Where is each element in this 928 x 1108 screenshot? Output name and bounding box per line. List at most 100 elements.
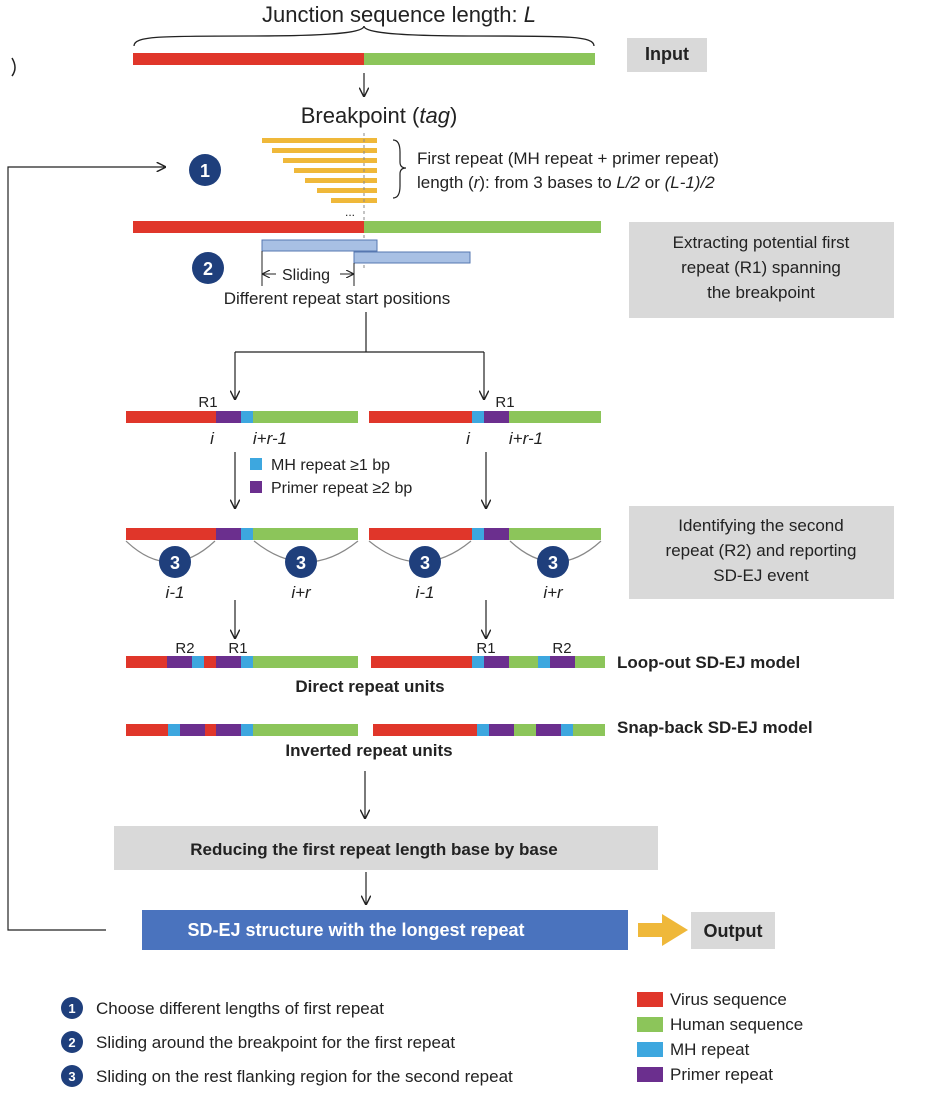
step-3-number: 3 <box>420 553 430 573</box>
primer-repeat-seg <box>180 724 205 736</box>
primer-repeat-rule: Primer repeat ≥2 bp <box>271 480 412 497</box>
step-1-badge <box>189 154 221 186</box>
mh-repeat-seg <box>538 656 550 668</box>
sliding-label: Sliding <box>282 267 330 284</box>
mh-repeat-swatch <box>250 458 262 470</box>
r1-right-bar <box>369 411 601 423</box>
note-2-number: 2 <box>68 1035 75 1050</box>
step-3-badge <box>537 546 569 578</box>
mh-repeat-seg <box>561 724 573 736</box>
loop-out-r1-left: R1 <box>228 640 247 657</box>
extract-line-1: Extracting potential first <box>673 233 850 252</box>
junction-length-title: Junction sequence length: L <box>262 2 536 27</box>
first-repeat-bar <box>317 188 377 193</box>
structure-box <box>142 910 628 950</box>
snap-back-model-label: Snap-back SD-EJ model <box>617 718 813 737</box>
primer-repeat-seg <box>216 724 241 736</box>
primer-repeat-seg <box>216 656 241 668</box>
first-repeat-bar <box>283 158 377 163</box>
reduce-label: Reducing the first repeat length base by… <box>190 840 557 859</box>
mh-repeat-seg <box>241 656 253 668</box>
input-virus-seq <box>133 53 364 65</box>
pos-im1-right: i-1 <box>416 583 435 602</box>
snap-back-left-bar <box>126 724 358 736</box>
note-3-text: Sliding on the rest flanking region for … <box>96 1067 513 1086</box>
step-3-badge <box>159 546 191 578</box>
step-1-number: 1 <box>200 161 210 181</box>
loop-out-r2-right: R2 <box>552 640 571 657</box>
human-seg <box>242 656 358 668</box>
output-arrow-icon <box>638 914 688 946</box>
note-1-number: 1 <box>68 1001 75 1016</box>
output-label: Output <box>704 921 763 941</box>
legend-virus-swatch <box>637 992 663 1007</box>
primer-repeat-seg <box>484 528 509 540</box>
virus-seg <box>126 528 242 540</box>
step-2-badge <box>192 252 224 284</box>
step-3-badge <box>409 546 441 578</box>
first-repeat-bar <box>262 138 377 143</box>
sliding-window-right <box>353 251 471 264</box>
primer-repeat-seg <box>216 528 241 540</box>
feedback-loop-arrow <box>7 167 165 931</box>
first-repeat-desc-line2: length (r): from 3 bases to L/2 or (L-1)… <box>417 173 715 192</box>
pos-ir1-right: i+r-1 <box>509 429 543 448</box>
first-repeat-bar <box>294 168 377 173</box>
pos-ir-left: i+r <box>291 583 312 602</box>
repeat-start-positions-label: Different repeat start positions <box>224 289 450 308</box>
primer-repeat-seg <box>489 724 514 736</box>
legend-mh-label: MH repeat <box>670 1040 750 1059</box>
human-seg <box>242 528 358 540</box>
mh-repeat-seg <box>168 724 180 736</box>
step-3-number: 3 <box>170 553 180 573</box>
pos-im1-left: i-1 <box>166 583 185 602</box>
step-3-number: 3 <box>548 553 558 573</box>
step-3-number: 3 <box>296 553 306 573</box>
human-seg <box>484 528 601 540</box>
human-seg <box>484 411 601 423</box>
extract-line-3: the breakpoint <box>707 283 815 302</box>
loop-out-model-label: Loop-out SD-EJ model <box>617 653 800 672</box>
primer-repeat-seg <box>167 656 192 668</box>
breakpoint-label: Breakpoint (tag) <box>301 103 458 128</box>
first-repeat-desc-line1: First repeat (MH repeat + primer repeat) <box>417 149 719 168</box>
note-2-text: Sliding around the breakpoint for the fi… <box>96 1033 455 1052</box>
junction-human-seq <box>364 221 601 233</box>
first-repeat-bar <box>272 148 377 153</box>
legend-primer-swatch <box>637 1067 663 1082</box>
loop-out-r2-left: R2 <box>175 640 194 657</box>
primer-repeat-swatch <box>250 481 262 493</box>
primer-repeat-seg <box>484 656 509 668</box>
first-repeat-dots: ... <box>345 205 355 219</box>
identify-line-3: SD-EJ event <box>713 566 809 585</box>
first-repeat-bar <box>331 198 377 203</box>
note-3-badge <box>61 1065 83 1087</box>
first-repeat-brace <box>392 139 407 199</box>
input-label: Input <box>645 44 689 64</box>
pos-i-left: i <box>210 429 215 448</box>
loop-out-left-bar <box>126 656 358 668</box>
loop-out-r1-right: R1 <box>476 640 495 657</box>
mh-repeat-seg <box>241 528 253 540</box>
step3-right-bar <box>369 528 601 540</box>
mh-repeat-seg <box>472 656 484 668</box>
note-1-badge <box>61 997 83 1019</box>
step3-left-bar <box>126 528 358 540</box>
primer-repeat-seg <box>536 724 561 736</box>
r1-left-bar <box>126 411 358 423</box>
snap-back-right-bar <box>373 724 605 736</box>
mh-repeat-seg <box>477 724 489 736</box>
structure-label: SD-EJ structure with the longest repeat <box>187 920 524 940</box>
length-brace <box>133 25 595 47</box>
mh-repeat-rule: MH repeat ≥1 bp <box>271 457 390 474</box>
input-box <box>627 38 707 72</box>
mh-repeat-seg <box>472 528 484 540</box>
note-3-number: 3 <box>68 1069 75 1084</box>
extract-box <box>629 222 894 318</box>
virus-seg <box>126 411 242 423</box>
pos-ir1-left: i+r-1 <box>253 429 287 448</box>
left-margin-mark <box>11 57 16 77</box>
primer-repeat-seg <box>216 411 241 423</box>
